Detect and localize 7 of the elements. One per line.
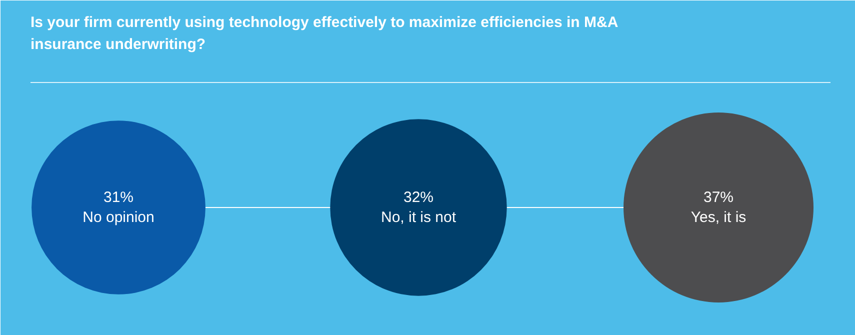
data-label: 37% [703, 189, 734, 206]
category-label: No opinion [82, 209, 154, 226]
category-label: No, it is not [380, 209, 457, 226]
data-label: 31% [103, 189, 134, 206]
category-label: Yes, it is [690, 209, 746, 226]
data-label: 32% [403, 189, 434, 206]
text: Is your firm currently using technology effectively to maximize efficiencies in M&A insurance underwriting? [30, 14, 618, 53]
